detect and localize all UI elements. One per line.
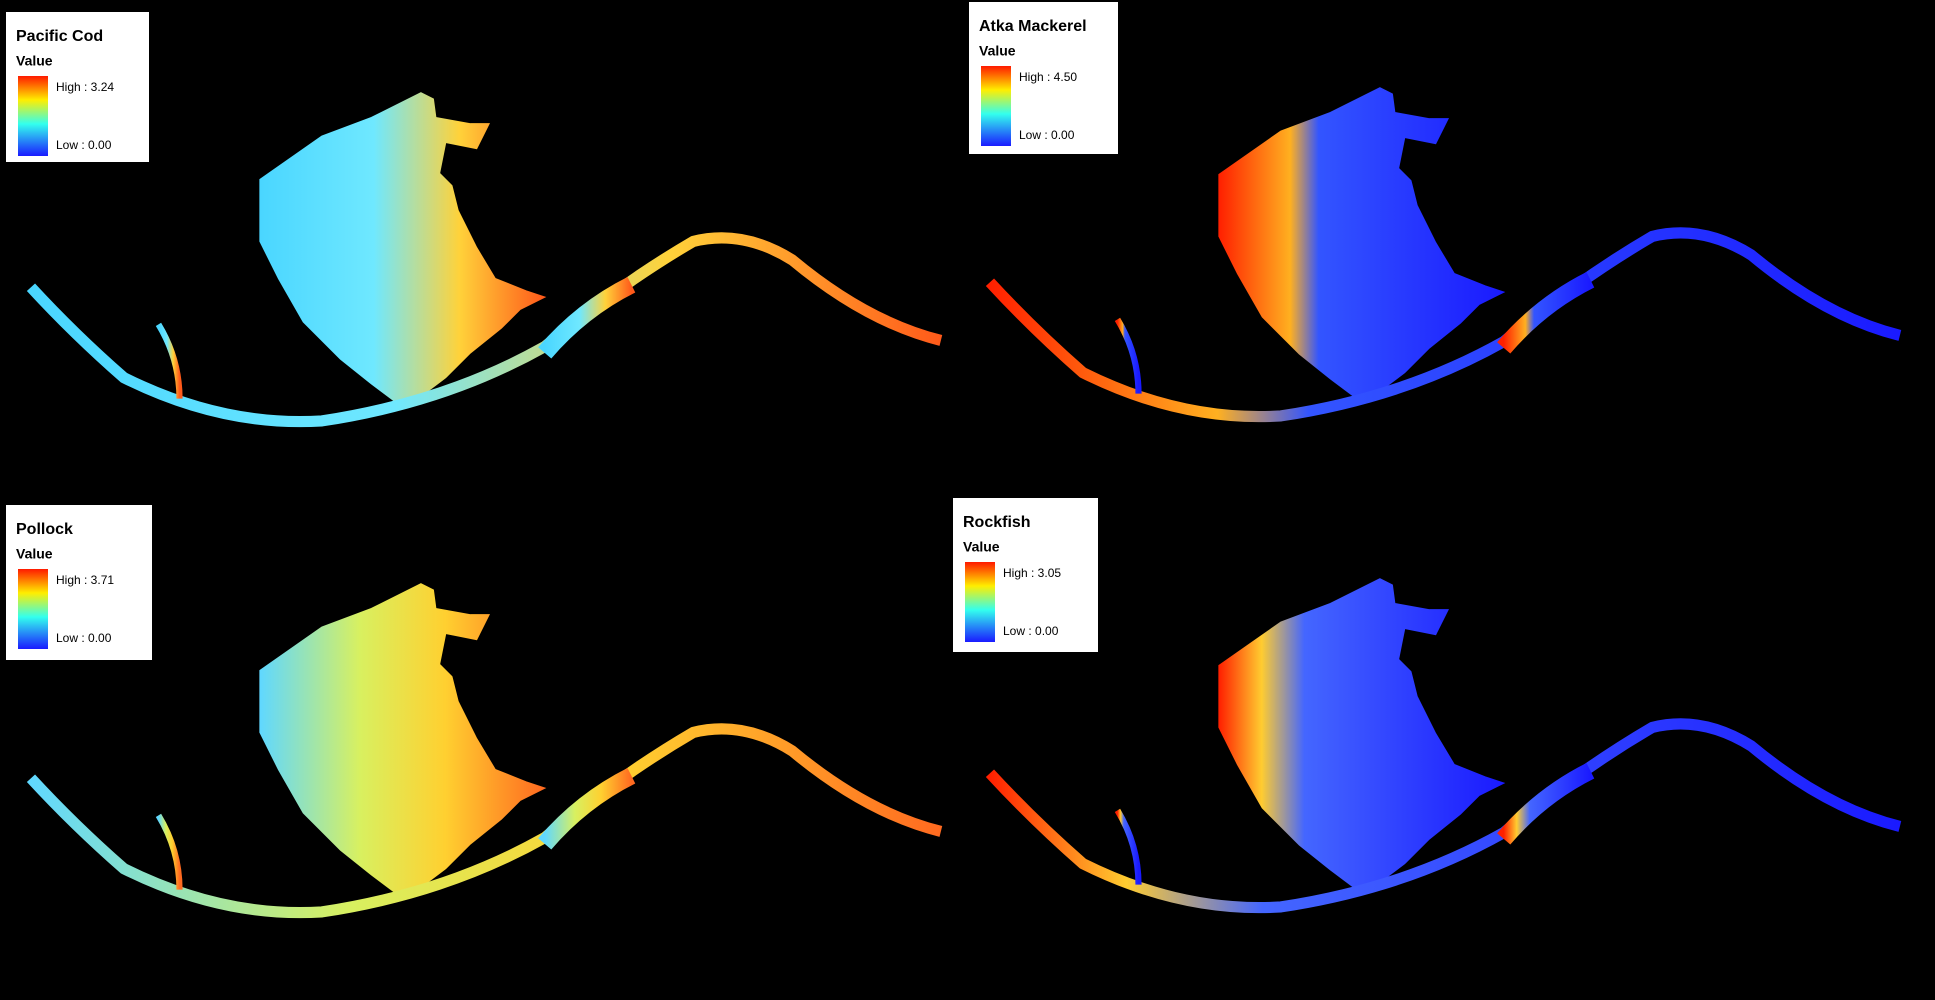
legend-subtitle: Value: [16, 53, 53, 69]
region-map: [31, 93, 941, 422]
region-map: [990, 88, 1900, 417]
legend-high: High : 4.50: [1019, 70, 1077, 84]
legend-low: Low : 0.00: [56, 631, 112, 645]
legend-low: Low : 0.00: [1003, 624, 1059, 638]
region-map: [31, 584, 941, 913]
legend-title: Atka Mackerel: [979, 18, 1087, 35]
color-ramp: [981, 66, 1011, 146]
legend-high: High : 3.05: [1003, 566, 1061, 580]
legend-title: Pollock: [16, 521, 73, 538]
legend-subtitle: Value: [963, 539, 1000, 555]
legend-high: High : 3.24: [56, 80, 114, 94]
color-ramp: [18, 569, 48, 649]
legend-low: Low : 0.00: [56, 138, 112, 152]
legend-subtitle: Value: [16, 546, 53, 562]
color-ramp: [965, 562, 995, 642]
legend-title: Rockfish: [963, 514, 1031, 531]
legend-subtitle: Value: [979, 43, 1016, 59]
legend-high: High : 3.71: [56, 573, 114, 587]
region-map: [990, 579, 1900, 908]
map-figure: Pacific CodValueHigh : 3.24Low : 0.00Atk…: [0, 0, 1935, 1000]
legend-title: Pacific Cod: [16, 28, 103, 45]
legend-low: Low : 0.00: [1019, 128, 1075, 142]
color-ramp: [18, 76, 48, 156]
